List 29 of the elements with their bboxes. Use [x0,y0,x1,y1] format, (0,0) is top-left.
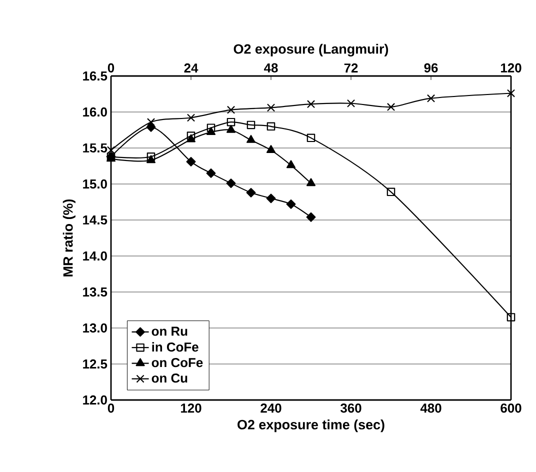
y-axis-title: MR ratio (%) [62,199,76,276]
x-tick-label: 0 [108,404,114,413]
legend-label: in CoFe [152,342,198,352]
x2-tick-label: 72 [344,63,358,72]
y-tick-label: 14.0 [83,251,107,261]
x-tick-label: 240 [260,404,282,413]
y-tick-label: 15.0 [83,179,107,189]
x-tick-label: 360 [340,404,362,413]
y-tick-label: 15.5 [83,143,108,153]
x2-tick-label: 0 [108,63,114,72]
y-tick-label: 12.5 [83,359,108,369]
legend-label: on Cu [152,374,188,383]
y-tick-label: 16.0 [83,107,107,117]
x2-tick-label: 96 [424,63,438,72]
y-tick-label: 12.0 [83,395,107,405]
x2-tick-label: 120 [501,63,522,72]
y-tick-label: 13.0 [83,323,107,333]
x-tick-label: 120 [181,404,202,413]
y-tick-label: 13.5 [83,287,108,297]
x2-axis-title: O2 exposure (Langmuir) [234,44,388,56]
legend-label: on Ru [152,326,188,336]
x2-tick-label: 48 [264,63,278,72]
x2-tick-label: 24 [184,63,198,72]
legend-label: on CoFe [152,358,203,368]
x-tick-label: 480 [420,404,442,413]
x-axis-title: O2 exposure time (sec) [238,420,384,432]
y-tick-label: 16.5 [83,71,108,81]
y-tick-label: 14.5 [83,215,108,225]
x-tick-label: 600 [500,404,522,413]
